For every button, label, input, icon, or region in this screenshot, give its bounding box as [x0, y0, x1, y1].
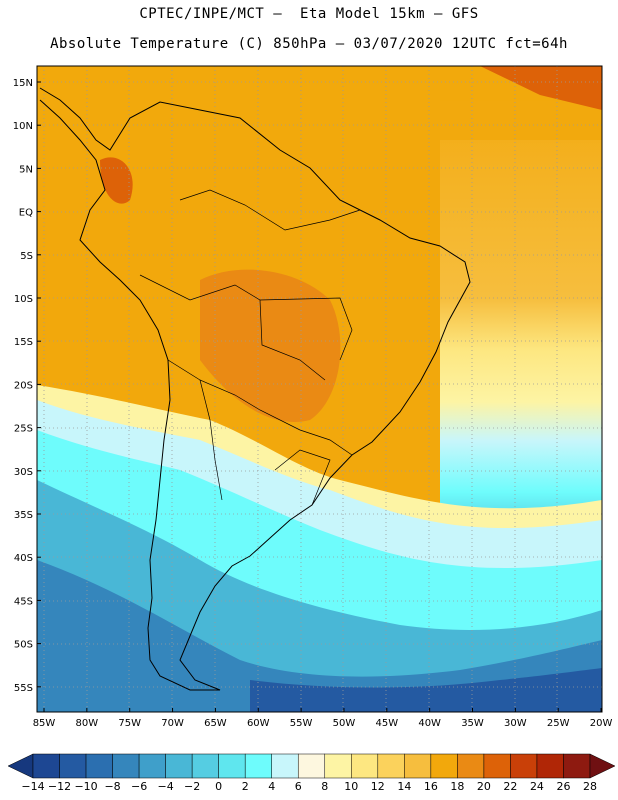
longitude-labels: 85W 80W 75W 70W 65W 60W 55W 50W 45W 40W 35W 30W 25W 2… — [33, 708, 613, 729]
colorbar-label: 14 — [397, 780, 412, 793]
colorbar — [7, 753, 616, 779]
colorbar-swatch — [271, 753, 299, 779]
lat-label: 50S — [14, 640, 33, 651]
colorbar-swatch — [324, 753, 352, 779]
colorbar-swatch — [32, 753, 60, 779]
south-america-coastline — [39, 87, 471, 691]
colorbar-swatch — [457, 753, 485, 779]
lon-label: 25W — [547, 718, 570, 729]
colorbar-swatch — [85, 753, 113, 779]
colorbar-label: 4 — [268, 780, 276, 793]
lat-label: EQ — [19, 208, 33, 219]
lat-label: 45S — [14, 596, 33, 607]
colorbar-swatch — [510, 753, 538, 779]
colorbar-label: 24 — [529, 780, 544, 793]
lat-label: 25S — [14, 424, 33, 435]
lon-label: 40W — [418, 718, 441, 729]
colorbar-label: 26 — [556, 780, 571, 793]
lat-label: 40S — [14, 553, 33, 564]
lon-label: 35W — [461, 718, 484, 729]
lon-label: 85W — [33, 718, 56, 729]
colorbar-label: 28 — [583, 780, 597, 793]
latitude-labels: 15N 10N 5N EQ 5S 10S 15S 20S 25S 30S 35S 40S 45S 50S 5… — [13, 78, 41, 694]
colorbar-swatch — [244, 753, 272, 779]
lon-label: 65W — [204, 718, 227, 729]
lat-label: 30S — [14, 467, 33, 478]
colorbar-label: 22 — [503, 780, 518, 793]
lat-label: 15S — [14, 337, 33, 348]
colorbar-label: 8 — [321, 780, 329, 793]
map-frame — [36, 65, 603, 713]
lon-label: 75W — [118, 718, 141, 729]
colorbar-swatch — [404, 753, 432, 779]
chart-title-line2: Absolute Temperature (C) 850hPa – 03/07/… — [50, 36, 568, 52]
colorbar-label: −14 — [21, 780, 45, 793]
colorbar-swatch — [483, 753, 511, 779]
lon-label: 70W — [161, 718, 184, 729]
colorbar-label: 2 — [241, 780, 249, 793]
lat-label: 10S — [14, 294, 33, 305]
lon-label: 45W — [375, 718, 398, 729]
colorbar-swatch — [351, 753, 379, 779]
colorbar-label: −4 — [157, 780, 174, 793]
colorbar-arrow-high — [589, 753, 616, 779]
lon-label: 30W — [504, 718, 527, 729]
colorbar-label: 20 — [476, 780, 491, 793]
lat-label: 5N — [19, 164, 33, 175]
colorbar-arrow-low — [7, 753, 34, 779]
colorbar-swatch — [430, 753, 458, 779]
colorbar-swatch — [112, 753, 140, 779]
colorbar-swatch — [297, 753, 326, 779]
colorbar-label: −6 — [130, 780, 148, 793]
temperature-field — [37, 66, 602, 712]
colorbar-label: 6 — [294, 780, 302, 793]
colorbar-label: 16 — [423, 780, 438, 793]
colorbar-swatch — [536, 753, 564, 779]
colorbar-swatch — [218, 753, 246, 779]
lat-label: 5S — [20, 251, 33, 262]
lon-label: 55W — [290, 718, 313, 729]
lon-label: 50W — [333, 718, 356, 729]
colorbar-label: 12 — [370, 780, 385, 793]
colorbar-swatch — [138, 753, 166, 779]
lon-label: 60W — [247, 718, 270, 729]
colorbar-swatch — [165, 753, 193, 779]
lat-label: 55S — [14, 683, 33, 694]
colorbar-label: 10 — [344, 780, 359, 793]
lat-label: 20S — [14, 380, 33, 391]
country-borders — [139, 189, 361, 506]
colorbar-label: −2 — [184, 780, 201, 793]
colorbar-swatch — [191, 753, 219, 779]
colorbar-label: 18 — [450, 780, 465, 793]
lat-label: 35S — [14, 510, 33, 521]
colorbar-swatch — [377, 753, 405, 779]
colorbar-swatch — [563, 753, 591, 779]
chart-title-line1: CPTEC/INPE/MCT – Eta Model 15km – GFS — [139, 6, 479, 22]
lon-label: 80W — [76, 718, 99, 729]
colorbar-label: −8 — [104, 780, 121, 793]
colorbar-label: −12 — [47, 780, 72, 793]
colorbar-label: −10 — [74, 780, 98, 793]
lat-label: 15N — [13, 78, 33, 89]
lat-label: 10N — [13, 121, 33, 132]
colorbar-swatch — [59, 753, 87, 779]
lon-label: 20W — [590, 718, 613, 729]
colorbar-label: 0 — [215, 780, 223, 793]
